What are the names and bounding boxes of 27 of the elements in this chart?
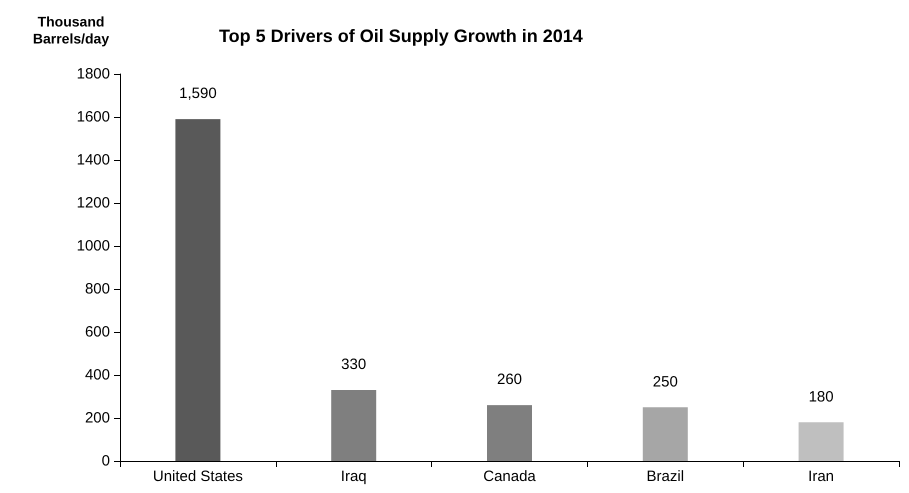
y-tick-label: 0	[102, 452, 110, 470]
bar	[331, 390, 376, 461]
y-tick-label: 1400	[76, 152, 110, 168]
data-label: 1,590	[179, 85, 217, 102]
y-tick-label: 600	[84, 324, 110, 340]
y-tick-label: 800	[84, 280, 110, 298]
x-tick-label: Brazil	[646, 468, 684, 485]
bar	[487, 405, 532, 461]
data-label: 250	[652, 373, 678, 390]
y-tick-label: 200	[84, 410, 110, 426]
bar	[642, 407, 688, 461]
y-axis-title: Thousand Barrels/day	[32, 14, 110, 46]
data-label: 330	[341, 356, 366, 374]
x-tick-label: United States	[152, 468, 243, 485]
y-tick-label: 1000	[76, 238, 110, 254]
bar	[798, 422, 844, 461]
data-label: 260	[496, 371, 522, 388]
y-tick-label: 1600	[76, 108, 110, 126]
x-tick-label: Canada	[483, 468, 536, 485]
data-label: 180	[808, 388, 834, 406]
y-tick-label: 1200	[76, 194, 110, 212]
y-tick-label: 400	[84, 366, 110, 384]
y-tick-label: 1800	[76, 66, 110, 82]
chart-title: Top 5 Drivers of Oil Supply Growth in 2014	[219, 26, 583, 46]
bar	[175, 119, 220, 461]
x-tick-label: Iran	[808, 468, 834, 485]
x-tick-label: Iraq	[340, 468, 367, 485]
